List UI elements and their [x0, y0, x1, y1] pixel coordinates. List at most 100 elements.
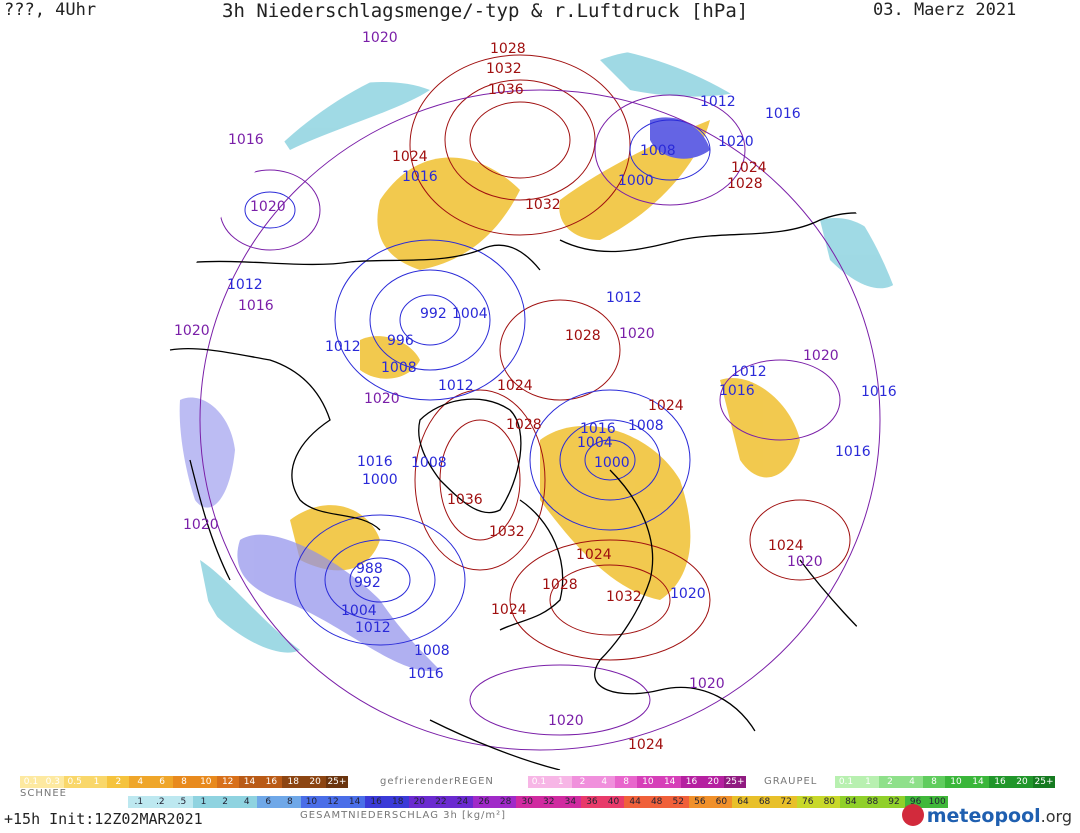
legend-swatch: 16: [680, 776, 703, 788]
snow-legend-label: SCHNEE: [20, 788, 67, 799]
brand-suffix: .org: [1040, 807, 1072, 826]
legend-swatch: 2: [571, 776, 594, 788]
legend-swatch: 88: [861, 796, 884, 808]
pressure-label: 1032: [606, 589, 642, 605]
pressure-label: 1020: [803, 348, 839, 364]
logo-icon: [901, 804, 924, 826]
pressure-label: 992: [354, 575, 381, 591]
legend-swatch: 72: [775, 796, 797, 808]
legend-swatch: 20: [304, 776, 327, 788]
legend-swatch: 16: [989, 776, 1011, 788]
legend-swatch: .5: [171, 796, 193, 808]
pressure-label: 1024: [576, 547, 612, 563]
pressure-label: 1020: [250, 199, 286, 215]
pressure-label: 1024: [731, 160, 767, 176]
pressure-label: 1028: [490, 41, 526, 57]
pressure-label: 1008: [628, 418, 664, 434]
legend-swatch: 8: [173, 776, 195, 788]
graupel-legend-label: GRAUPEL: [764, 776, 818, 787]
legend-swatch: 16: [365, 796, 387, 808]
init-time: +15h Init:12Z02MAR2021: [4, 810, 203, 828]
pressure-label: 1024: [648, 398, 684, 414]
legend-swatch: 8: [615, 776, 637, 788]
legend-swatch: 0.1: [20, 776, 42, 788]
pressure-label: 1036: [488, 82, 524, 98]
header-left: ???, 4Uhr: [4, 0, 97, 20]
pressure-label: 1020: [364, 391, 400, 407]
pressure-label: 1016: [861, 384, 897, 400]
pressure-label: 1028: [727, 176, 763, 192]
legend-swatch: 1: [85, 776, 108, 788]
pressure-label: 1016: [357, 454, 393, 470]
legend-swatch: 4: [235, 796, 258, 808]
pressure-label: 1024: [392, 149, 428, 165]
brand-logo: meteopool.org: [901, 804, 1072, 827]
legend-swatch: 64: [732, 796, 754, 808]
pressure-label: 1032: [525, 197, 561, 213]
total-precip-legend-bar: .1.2.5 1 2 4 6 8 10 12 14 16 18 20 22 24 26 28 30 32 34 36 4…: [128, 796, 948, 808]
legend-swatch: 2: [214, 796, 236, 808]
legend-swatch: 30: [516, 796, 538, 808]
pressure-label: 1024: [497, 378, 533, 394]
legend-swatch: 60: [710, 796, 733, 808]
legend-swatch: 76: [796, 796, 819, 808]
legend-swatch: 68: [753, 796, 776, 808]
legend-swatch: 25+: [1033, 776, 1055, 788]
pressure-label: 1020: [183, 517, 219, 533]
legend-swatch: 12: [216, 776, 239, 788]
legend-swatch: 4: [129, 776, 152, 788]
legend-swatch: 6: [257, 796, 280, 808]
pressure-label: 1028: [506, 417, 542, 433]
legend-swatch: 10: [945, 776, 967, 788]
pressure-label: 1008: [640, 143, 676, 159]
pressure-label: 1004: [577, 435, 613, 451]
pressure-label: 1016: [238, 298, 274, 314]
legend-swatch: 14: [238, 776, 261, 788]
legend-swatch: 20: [1011, 776, 1033, 788]
legend-swatch: 52: [667, 796, 690, 808]
pressure-label: 1016: [835, 444, 871, 460]
legend-swatch: 0.3: [41, 776, 64, 788]
pressure-label: 1016: [719, 383, 755, 399]
legend-swatch: 25+: [326, 776, 348, 788]
legend-swatch: 20: [408, 796, 431, 808]
pressure-label: 1020: [689, 676, 725, 692]
legend-swatch: 2: [107, 776, 130, 788]
legend-swatch: 92: [883, 796, 905, 808]
pressure-label: 1012: [731, 364, 767, 380]
legend-swatch: 0.5: [63, 776, 86, 788]
pressure-label: 1020: [670, 586, 706, 602]
pressure-label: 1000: [594, 455, 630, 471]
legend-swatch: 25+: [724, 776, 746, 788]
legend-swatch: 40: [602, 796, 625, 808]
chart-title: 3h Niederschlagsmenge/-typ & r.Luftdruck…: [222, 0, 749, 22]
pressure-label: 1020: [787, 554, 823, 570]
freezing-rain-legend-bar: 0.1 1 2 4 8 10 14 16 20 25+: [528, 776, 746, 788]
pressure-label: 1032: [486, 61, 522, 77]
pressure-label: 1000: [362, 472, 398, 488]
legend-swatch: 18: [282, 776, 305, 788]
pressure-label: 1020: [362, 30, 398, 46]
legend-swatch: 6: [151, 776, 174, 788]
map-disc: [162, 42, 918, 770]
pressure-label: 1020: [718, 134, 754, 150]
pressure-label: 1020: [174, 323, 210, 339]
isobar-layer: [199, 54, 881, 751]
legend-swatch: 10: [300, 796, 323, 808]
brand-name: meteo: [926, 805, 995, 827]
pressure-label-layer: 1020102810321036101210161016100810201024…: [174, 30, 897, 753]
legend-swatch: 2: [879, 776, 901, 788]
pressure-label: 1016: [580, 421, 616, 437]
pressure-label: 1008: [411, 455, 447, 471]
pressure-label: 1012: [700, 94, 736, 110]
legend-swatch: 22: [430, 796, 452, 808]
pressure-label: 1032: [489, 524, 525, 540]
legend-swatch: 80: [818, 796, 841, 808]
pressure-label: 1008: [414, 643, 450, 659]
legend-swatch: 14: [967, 776, 989, 788]
pressure-label: 1016: [228, 132, 264, 148]
pressure-label: 1024: [768, 538, 804, 554]
freezing-rain-legend-label: gefrierenderREGEN: [380, 776, 494, 787]
pressure-label: 1016: [408, 666, 444, 682]
pressure-label: 1012: [227, 277, 263, 293]
